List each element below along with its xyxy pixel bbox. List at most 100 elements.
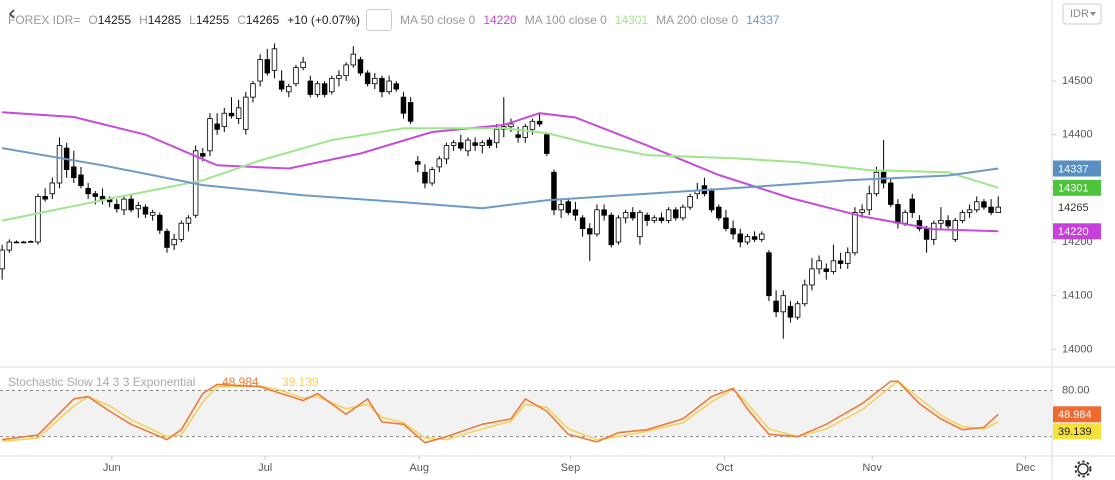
currency-button[interactable]: IDR [1062, 3, 1102, 25]
candle-body [42, 196, 48, 200]
x-tick-label: Dec [1016, 462, 1036, 474]
price-tag [1053, 199, 1101, 216]
candle-body [622, 212, 629, 219]
y-tick-label: 14500 [1062, 75, 1093, 87]
header-text: 14285 [147, 13, 182, 27]
candle-body [787, 306, 794, 318]
price-tag-label: 14337 [1058, 163, 1089, 175]
chevron[interactable] [8, 9, 15, 19]
candle-body [945, 220, 951, 227]
dropdown-arrow[interactable] [1090, 12, 1096, 16]
candle-body [909, 198, 915, 213]
candle-body [988, 206, 994, 213]
header-text: H [139, 13, 148, 27]
gear-teeth[interactable] [1074, 460, 1092, 478]
candle-body [816, 260, 822, 270]
candle-body [744, 236, 751, 243]
price-tag [1053, 179, 1101, 196]
price-tag-label: 14301 [1058, 183, 1089, 195]
candle-body [687, 196, 693, 208]
candle-body [56, 145, 63, 184]
price-tag-label: 14265 [1058, 202, 1089, 214]
candle-body [723, 217, 729, 230]
candle-body [92, 193, 99, 197]
candle-body [522, 126, 529, 138]
candle-body [293, 67, 299, 85]
candle-body [314, 83, 321, 95]
stochastic-line [2, 380, 999, 442]
candle-body [830, 260, 837, 272]
candle-body [837, 260, 844, 264]
header-text: 14255 [97, 13, 132, 27]
candles [0, 43, 1001, 339]
candle-body [85, 187, 91, 195]
candle-body [336, 75, 342, 79]
candle-body [71, 166, 77, 179]
candle-body [472, 142, 478, 146]
candle-body [0, 249, 5, 270]
x-tick-label: Jul [258, 462, 272, 474]
chevron-icon[interactable] [8, 9, 16, 19]
candle-body [49, 182, 56, 195]
candle-body [974, 201, 980, 211]
header-text: 14220 [483, 13, 517, 27]
candle-body [544, 134, 550, 154]
candle-body [235, 107, 242, 120]
candle-body [164, 230, 170, 248]
candle-body [99, 196, 106, 200]
header-text: +10 (+0.07%) [287, 13, 360, 27]
candle-body [981, 201, 987, 208]
x-tick-label: Aug [409, 462, 429, 474]
candle-body [802, 284, 808, 305]
candle-body [572, 209, 579, 216]
candle-body [429, 169, 435, 184]
candle-body [257, 59, 263, 82]
candle-body [536, 120, 543, 125]
moving-average [1, 147, 999, 210]
candle-body [343, 64, 349, 77]
price-tag [1053, 406, 1101, 423]
settings-button[interactable] [1074, 460, 1092, 478]
candle-body [436, 158, 443, 168]
collapse-button[interactable] [8, 9, 392, 31]
candle-body [465, 139, 471, 152]
stochastic-value: 48.984 [222, 375, 259, 389]
candle-body [809, 268, 815, 286]
candle-body [852, 212, 858, 254]
candle-body [221, 112, 228, 128]
candle-body [766, 252, 772, 297]
candle-body [329, 77, 335, 93]
stochastic-band [0, 390, 1052, 437]
header-text: FOREX IDR= [8, 13, 81, 27]
currency-label[interactable]: IDR [1070, 8, 1089, 20]
header-text: L [189, 13, 196, 27]
header-text: 14301 [614, 13, 649, 27]
candle-body [443, 145, 450, 160]
candle-body [386, 80, 392, 93]
candle-body [214, 123, 220, 130]
candle-body [773, 300, 779, 313]
candle-body [651, 217, 658, 221]
price-tag-label: 39.139 [1058, 426, 1092, 438]
price-tag [1053, 423, 1101, 440]
candle-body [6, 241, 13, 251]
header-text: O [88, 13, 98, 27]
candle-body [665, 209, 672, 221]
currency-button-box[interactable] [1062, 3, 1102, 25]
candle-body [794, 303, 801, 318]
gear-icon[interactable] [1077, 463, 1089, 475]
x-tick-label: Sep [561, 462, 581, 474]
candle-body [823, 268, 829, 272]
candle-body [845, 252, 851, 264]
candle-body [615, 217, 622, 243]
candle-body [407, 102, 414, 122]
x-tick-label: Oct [716, 462, 733, 474]
candle-body [716, 206, 722, 219]
candle-body [422, 171, 428, 184]
candle-body [128, 198, 134, 211]
header-text: MA 100 close 0 [524, 13, 607, 27]
candle-body [78, 174, 84, 187]
header-text: C [237, 13, 246, 27]
